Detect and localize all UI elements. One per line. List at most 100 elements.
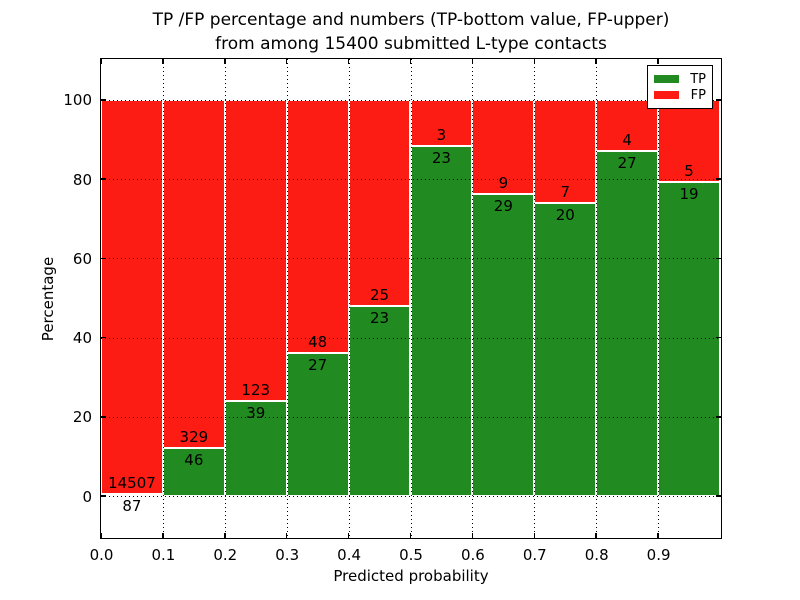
x-tick-label: 0.3	[275, 546, 300, 564]
tp-count-label: 23	[431, 148, 451, 167]
x-tick-mark-top	[657, 59, 659, 64]
tp-bar-segment	[348, 306, 411, 497]
fp-bar-segment	[286, 99, 349, 354]
x-gridline	[658, 59, 660, 538]
tp-count-label: 23	[370, 309, 390, 328]
y-tick-mark-right	[716, 416, 721, 418]
x-tick-label: 0.0	[89, 546, 114, 564]
fp-bar-segment	[101, 99, 163, 494]
fp-count-label: 123	[241, 380, 271, 399]
x-tick-mark-top	[285, 59, 288, 64]
y-tick-label: 80	[72, 170, 92, 189]
x-tick-label: 0.9	[646, 546, 671, 564]
fp-count-label: 3	[436, 125, 447, 144]
tp-bar-segment	[596, 150, 659, 497]
x-tick-label: 0.4	[337, 546, 362, 564]
fp-bar-segment	[224, 99, 287, 401]
y-tick-label: 20	[72, 408, 92, 427]
fp-count-label: 48	[308, 333, 328, 352]
fp-count-label: 25	[370, 286, 390, 305]
x-tick-mark-bottom	[100, 533, 102, 538]
x-tick-label: 0.2	[213, 546, 238, 564]
y-tick-mark-right	[716, 495, 721, 497]
legend-item-tp: TP	[654, 71, 706, 87]
plot-area: TP FP 14507 87 329 46 123 39 48 27 25 23 3 23 9 29 7 20 4…	[100, 58, 722, 539]
tp-bar-segment	[472, 193, 535, 497]
y-tick-label: 60	[72, 249, 92, 268]
tp-count-label: 20	[555, 205, 575, 224]
x-tick-mark-top	[409, 59, 412, 64]
legend-swatch-icon	[654, 91, 679, 99]
tp-bar-segment	[534, 202, 597, 497]
y-tick-mark-right	[716, 336, 721, 339]
x-tick-mark-bottom	[224, 533, 226, 538]
y-tick-mark-left	[101, 257, 106, 260]
x-tick-mark-bottom	[285, 533, 288, 538]
x-tick-label: 0.5	[399, 546, 423, 564]
tp-count-label: 46	[184, 450, 204, 469]
fp-count-label: 5	[684, 162, 694, 181]
fp-bar-segment	[658, 99, 720, 183]
legend-swatch-icon	[654, 75, 679, 83]
fp-bar-segment	[472, 99, 535, 194]
x-axis-label: Predicted probability	[333, 567, 489, 585]
fp-count-label: 7	[560, 182, 571, 201]
x-tick-label: 0.7	[522, 546, 547, 564]
tp-count-label: 19	[679, 185, 699, 204]
x-tick-label: 0.1	[151, 546, 176, 564]
fp-count-label: 14507	[108, 473, 156, 492]
x-gridline	[410, 59, 412, 538]
x-tick-mark-bottom	[471, 533, 474, 538]
tp-count-label: 27	[617, 153, 637, 172]
y-tick-mark-left	[101, 178, 106, 180]
x-tick-label: 0.8	[584, 546, 609, 564]
x-gridline	[162, 59, 164, 538]
y-tick-label: 40	[72, 329, 92, 348]
x-gridline	[534, 59, 536, 538]
tp-bar-segment	[101, 493, 163, 497]
legend-label: FP	[690, 87, 706, 103]
x-tick-mark-bottom	[657, 533, 659, 538]
x-tick-mark-bottom	[595, 533, 597, 538]
legend-label: TP	[690, 71, 706, 87]
legend: TP FP	[647, 65, 713, 109]
x-tick-mark-top	[347, 59, 350, 64]
legend-item-fp: FP	[654, 87, 706, 103]
tp-bar-segment	[286, 353, 349, 497]
tp-count-label: 27	[308, 356, 328, 375]
x-tick-mark-bottom	[162, 533, 164, 538]
x-gridline	[286, 59, 288, 538]
x-gridline	[224, 59, 226, 538]
y-tick-mark-left	[101, 416, 106, 418]
y-tick-mark-right	[716, 257, 721, 260]
x-gridline	[348, 59, 350, 538]
y-tick-mark-right	[716, 99, 721, 101]
tp-bar-segment	[162, 447, 225, 497]
x-tick-mark-bottom	[409, 533, 412, 538]
x-tick-mark-top	[162, 59, 164, 64]
x-tick-mark-top	[471, 59, 474, 64]
x-tick-mark-bottom	[533, 533, 536, 538]
y-tick-label: 100	[63, 91, 92, 110]
y-tick-label: 0	[82, 487, 92, 506]
y-tick-mark-right	[716, 178, 721, 180]
tp-count-label: 87	[122, 496, 142, 515]
fp-bar-segment	[162, 99, 225, 448]
fp-count-label: 9	[498, 173, 509, 192]
fp-bar-segment	[348, 99, 411, 307]
chart-title-line1: TP /FP percentage and numbers (TP-bottom…	[152, 10, 670, 30]
fp-count-label: 4	[622, 130, 632, 149]
x-tick-mark-top	[595, 59, 597, 64]
tp-count-label: 29	[493, 196, 513, 215]
tp-bar-segment	[658, 182, 720, 497]
x-tick-label: 0.6	[460, 546, 485, 564]
y-tick-mark-left	[101, 99, 106, 101]
tp-bar-segment	[410, 145, 473, 497]
tp-count-label: 39	[246, 403, 266, 422]
y-tick-mark-left	[101, 495, 106, 497]
x-gridline	[596, 59, 598, 538]
x-gridline	[472, 59, 474, 538]
fp-count-label: 329	[179, 427, 209, 446]
chart-title: TP /FP percentage and numbers (TP-bottom…	[100, 8, 722, 56]
x-tick-mark-top	[533, 59, 536, 64]
